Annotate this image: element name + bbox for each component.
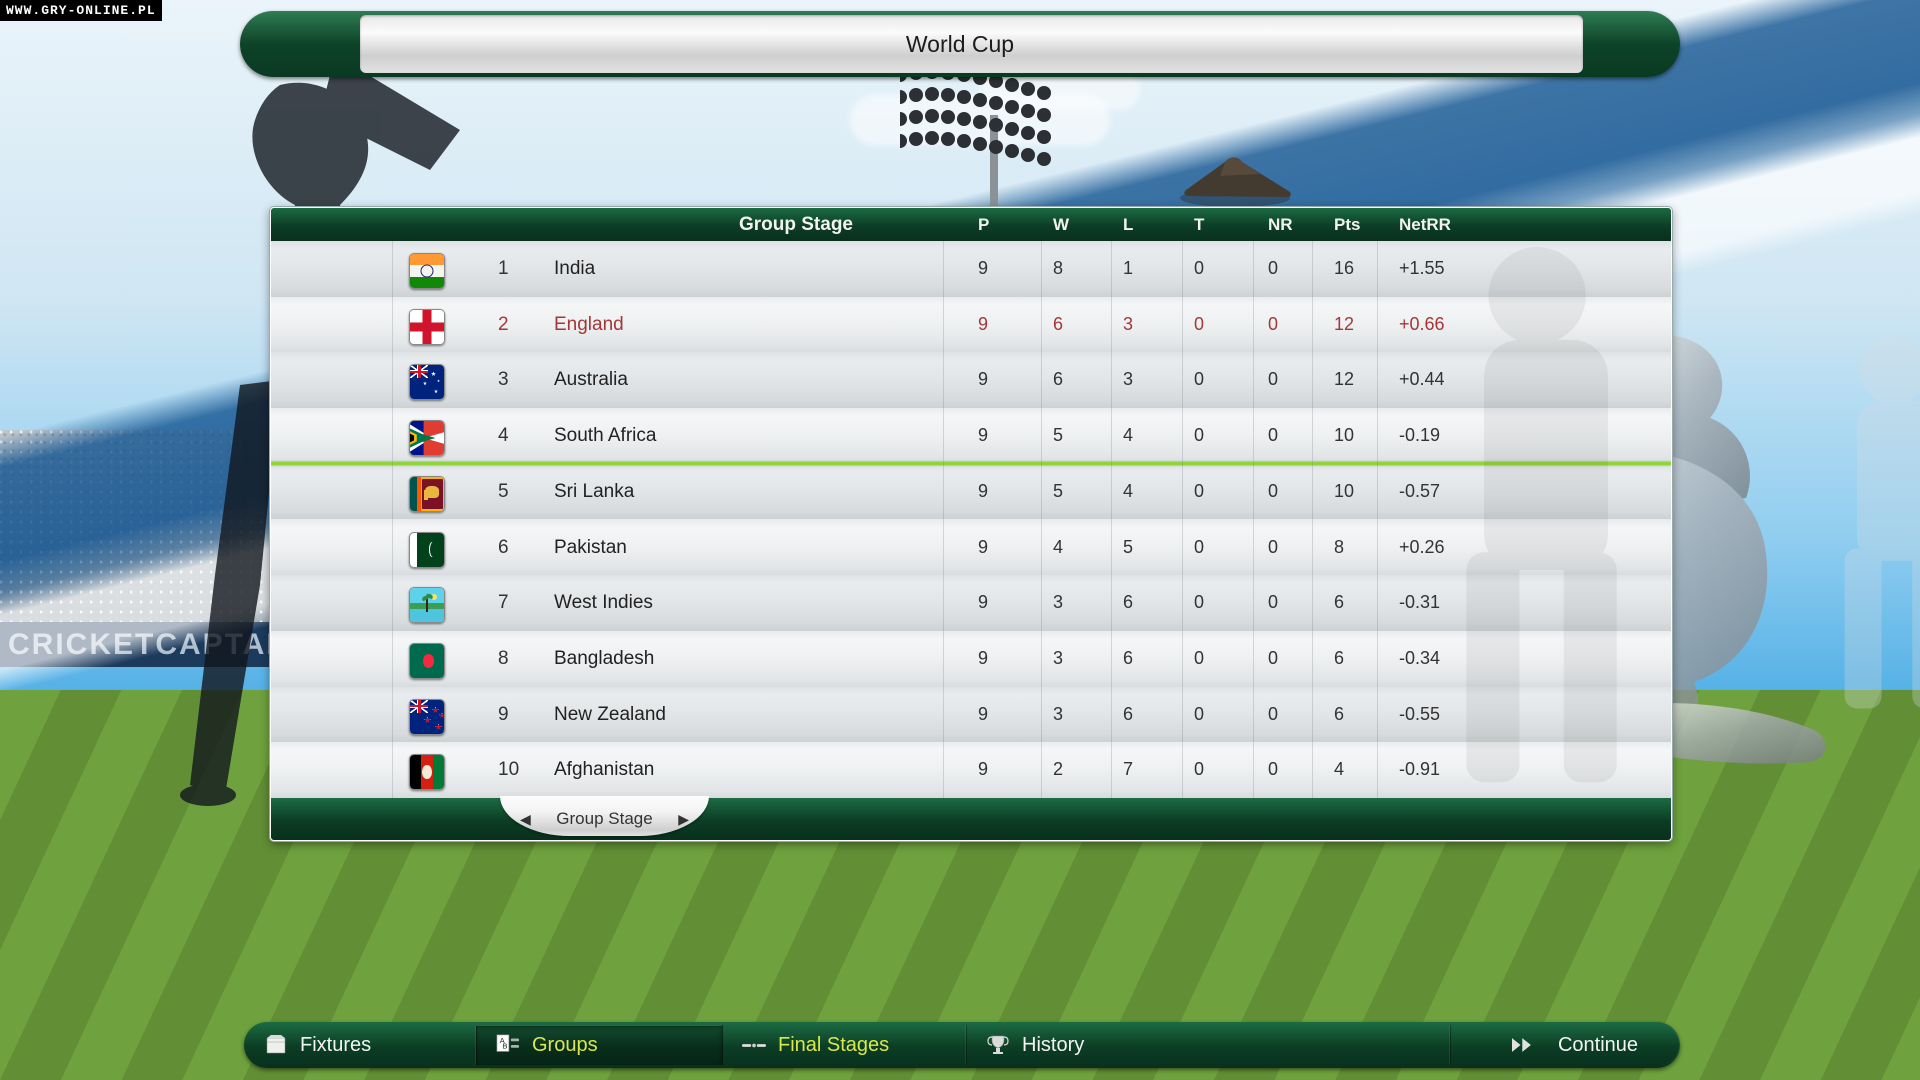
svg-text:B: B	[502, 1042, 507, 1051]
